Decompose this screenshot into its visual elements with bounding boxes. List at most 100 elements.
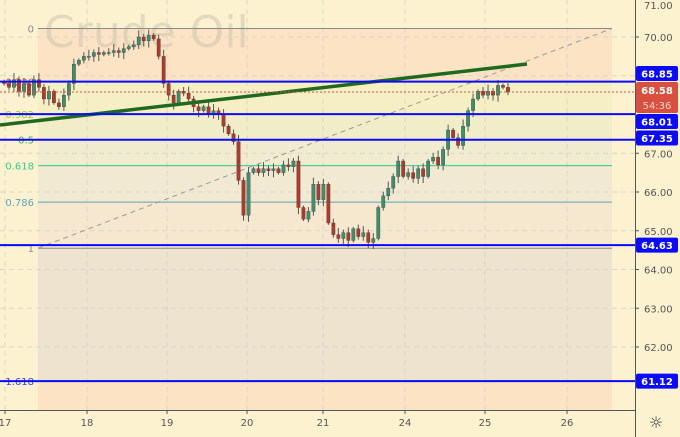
candle-body: [96, 52, 101, 55]
price-badge-bg: [636, 373, 678, 389]
gear-icon[interactable]: ☼: [648, 413, 664, 432]
candle-body: [306, 211, 311, 220]
candle-body: [381, 195, 386, 208]
candle-body: [461, 125, 465, 146]
candle: [236, 135, 241, 185]
candle-body: [22, 83, 26, 92]
candle-body: [301, 207, 306, 220]
candle: [17, 76, 21, 97]
candle: [361, 226, 366, 241]
candle-body: [12, 79, 16, 88]
price-badge: 68.01: [636, 114, 678, 129]
candle-body: [186, 93, 191, 100]
candle: [386, 181, 391, 201]
candle-body: [421, 168, 426, 177]
candle-body: [436, 156, 440, 166]
candle-body: [231, 133, 236, 142]
candle-body: [441, 149, 445, 166]
candle-body: [336, 234, 341, 239]
candle: [496, 80, 500, 102]
fib-trend-dashed-line: [37, 28, 613, 249]
candle-body: [331, 222, 336, 235]
candle: [321, 178, 326, 207]
candle: [67, 80, 71, 101]
candle: [166, 80, 171, 101]
candle-body: [496, 85, 500, 96]
candle-body: [426, 160, 431, 177]
candle: [256, 164, 261, 176]
candle-body: [406, 172, 411, 177]
candle: [466, 107, 470, 132]
candle: [101, 50, 106, 57]
candle-body: [371, 238, 376, 243]
candle: [136, 30, 141, 50]
candle: [126, 44, 131, 51]
candle: [411, 166, 416, 183]
candle-body: [391, 176, 396, 189]
candle-body: [451, 129, 455, 138]
candle-body: [386, 187, 391, 197]
candle-body: [261, 168, 266, 173]
last-price-badge: 68.58 54:36: [636, 82, 678, 113]
candle-body: [321, 184, 326, 200]
time-tick-label: 18: [81, 418, 94, 429]
fib-level-label: 0: [28, 24, 34, 35]
candle-body: [77, 60, 81, 65]
candle-body: [146, 34, 151, 42]
time-tick-label: 19: [161, 418, 174, 429]
time-axis: [0, 410, 635, 437]
price-tick-label: 66.00: [644, 188, 673, 199]
price-tick-label: 70.00: [644, 33, 673, 44]
candle: [426, 159, 431, 179]
candle-body: [52, 91, 56, 104]
candle-body: [156, 38, 161, 57]
price-badge-bg: [636, 66, 678, 81]
candle-body: [37, 79, 41, 88]
candle-body: [196, 106, 201, 111]
candle: [401, 159, 406, 179]
price-tick-label: 63.00: [644, 304, 673, 315]
fib-zone: [38, 114, 612, 140]
candle-body: [81, 56, 86, 61]
countdown-label: 54:36: [643, 101, 672, 112]
time-tick-label: 24: [399, 418, 412, 429]
candle-body: [106, 52, 111, 54]
candle: [106, 48, 111, 56]
fib-level-label: 0.618: [5, 162, 34, 173]
price-tick-label: 71.00: [644, 1, 673, 12]
time-tick-label: 17: [0, 418, 11, 429]
candle: [121, 43, 126, 60]
candle: [306, 207, 311, 223]
candle-body: [57, 102, 61, 107]
candle: [301, 205, 306, 222]
candle: [356, 224, 361, 240]
price-badge: 68.85: [636, 66, 678, 81]
candle-body: [291, 160, 296, 167]
price-badge-label: 68.01: [641, 118, 673, 129]
candle-body: [361, 232, 366, 237]
candle-body: [416, 168, 421, 179]
candle: [246, 167, 251, 222]
candle-body: [431, 156, 435, 162]
candle-body: [32, 79, 36, 96]
candle: [436, 150, 440, 170]
candle: [27, 81, 31, 98]
time-tick-label: 26: [561, 418, 574, 429]
candle-body: [221, 114, 226, 127]
fib-level-label: 0.786: [5, 198, 34, 209]
candle-body: [351, 228, 356, 241]
candle-body: [491, 91, 495, 96]
candle: [421, 163, 426, 184]
candle: [326, 182, 331, 225]
candle: [77, 58, 81, 67]
price-badge: 61.12: [636, 373, 678, 389]
candle-body: [27, 83, 31, 96]
candle: [72, 58, 76, 91]
candle: [231, 129, 236, 145]
price-tick-label: 65.00: [644, 227, 673, 238]
price-tick-label: 64.00: [644, 266, 673, 277]
candle-body: [141, 36, 146, 42]
candle: [32, 75, 36, 99]
fib-zone: [38, 139, 612, 166]
